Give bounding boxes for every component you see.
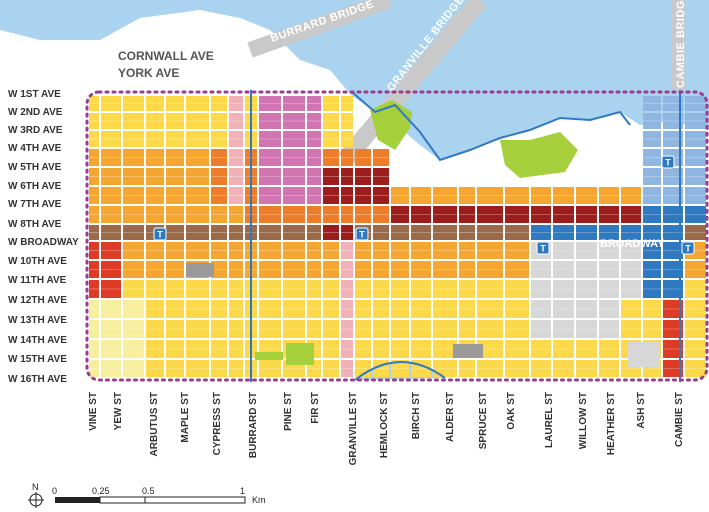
avenue-label: W 4TH AVE bbox=[8, 143, 62, 154]
park-block bbox=[286, 343, 314, 365]
street-label: ARBUTUS ST bbox=[149, 392, 160, 456]
gray-block bbox=[186, 263, 214, 277]
transit-stations: T T T T T bbox=[153, 155, 695, 255]
transit-station-box bbox=[661, 155, 675, 169]
avenue-label: W 1ST AVE bbox=[8, 89, 61, 100]
street-label: VINE ST bbox=[88, 392, 99, 431]
street-label: YEW ST bbox=[113, 392, 124, 430]
scale-bar: N 0 0.25 0.5 1 Km bbox=[28, 482, 266, 508]
study-area-boundary bbox=[85, 90, 709, 382]
street-label: WILLOW ST bbox=[578, 392, 589, 449]
avenue-label: W 8TH AVE bbox=[8, 219, 62, 230]
street-label: CAMBIE ST bbox=[674, 392, 685, 447]
avenue-label: W BROADWAY bbox=[8, 237, 79, 248]
shoreline bbox=[351, 91, 631, 162]
street-label: BURRARD ST bbox=[248, 392, 259, 458]
street-label: OAK ST bbox=[506, 392, 517, 430]
transit-station-icon: T bbox=[536, 241, 550, 255]
transit-station-box bbox=[536, 241, 550, 255]
transit-station-box bbox=[681, 241, 695, 255]
avenue-label: W 14TH AVE bbox=[8, 335, 67, 346]
street-label: ASH ST bbox=[636, 392, 647, 429]
transit-lines bbox=[250, 90, 681, 382]
zoning-blocks bbox=[89, 96, 706, 377]
street-labels: VINE ST YEW ST ARBUTUS ST MAPLE ST CYPRESS S… bbox=[88, 392, 685, 465]
street-label: HEATHER ST bbox=[606, 392, 617, 455]
scale-tick-3: 1 bbox=[240, 486, 245, 496]
scale-seg-1 bbox=[55, 497, 100, 503]
scale-seg-3 bbox=[144, 496, 246, 504]
transit-station-letter: T bbox=[359, 230, 365, 240]
transit-station-box bbox=[355, 227, 369, 241]
north-label: N bbox=[32, 482, 39, 492]
park-block bbox=[255, 352, 283, 360]
gray-block bbox=[453, 344, 483, 358]
transit-station-letter: T bbox=[540, 244, 546, 254]
scale-seg-2 bbox=[99, 496, 146, 504]
park-east bbox=[500, 132, 578, 178]
scale-tick-0: 0 bbox=[52, 486, 57, 496]
gray-block bbox=[628, 342, 660, 367]
scale-tick-2: 0.5 bbox=[142, 486, 155, 496]
street-label: BIRCH ST bbox=[411, 392, 422, 439]
avenue-label: W 5TH AVE bbox=[8, 162, 62, 173]
broadway-label: BROADWAY bbox=[600, 238, 665, 250]
transit-station-icon: T bbox=[355, 227, 369, 241]
bottom-curve bbox=[354, 361, 446, 381]
avenue-label: W 6TH AVE bbox=[8, 181, 62, 192]
avenue-label: W 10TH AVE bbox=[8, 256, 67, 267]
avenue-label: W 16TH AVE bbox=[8, 374, 67, 385]
avenue-label: W 2ND AVE bbox=[8, 107, 63, 118]
street-label: FIR ST bbox=[310, 392, 321, 424]
avenue-labels: W 1ST AVE W 2ND AVE W 3RD AVE W 4TH AVE W 5T… bbox=[8, 89, 79, 385]
avenue-label: W 11TH AVE bbox=[8, 275, 67, 286]
street-label: SPRUCE ST bbox=[478, 392, 489, 449]
street-label: GRANVILLE ST bbox=[348, 392, 359, 465]
scale-tick-1: 0.25 bbox=[92, 486, 110, 496]
transit-station-icon: T bbox=[681, 241, 695, 255]
transit-station-letter: T bbox=[157, 230, 163, 240]
cornwall-ave-label: CORNWALL AVE bbox=[118, 49, 214, 63]
street-label: ALDER ST bbox=[445, 392, 456, 442]
transit-station-letter: T bbox=[665, 158, 671, 168]
cambie-bridge-label: CAMBIE BRIDGE bbox=[675, 0, 687, 88]
transit-station-icon: T bbox=[153, 227, 167, 241]
granville-bridge bbox=[338, 0, 487, 166]
transit-station-box bbox=[153, 227, 167, 241]
street-label: LAUREL ST bbox=[544, 392, 555, 448]
burrard-bridge bbox=[247, 0, 393, 58]
avenue-label: W 7TH AVE bbox=[8, 199, 62, 210]
street-label: CYPRESS ST bbox=[212, 392, 223, 455]
avenue-label: W 13TH AVE bbox=[8, 315, 67, 326]
avenue-label: W 15TH AVE bbox=[8, 354, 67, 365]
street-label: MAPLE ST bbox=[180, 392, 191, 443]
street-label: PINE ST bbox=[283, 392, 294, 431]
transit-station-letter: T bbox=[685, 244, 691, 254]
york-ave-label: YORK AVE bbox=[118, 66, 179, 80]
avenue-label: W 3RD AVE bbox=[8, 125, 63, 136]
avenue-label: W 12TH AVE bbox=[8, 295, 67, 306]
transit-station-icon: T bbox=[661, 155, 675, 169]
street-label: HEMLOCK ST bbox=[379, 392, 390, 458]
scale-unit: Km bbox=[252, 495, 266, 505]
false-creek-water bbox=[0, 0, 709, 160]
